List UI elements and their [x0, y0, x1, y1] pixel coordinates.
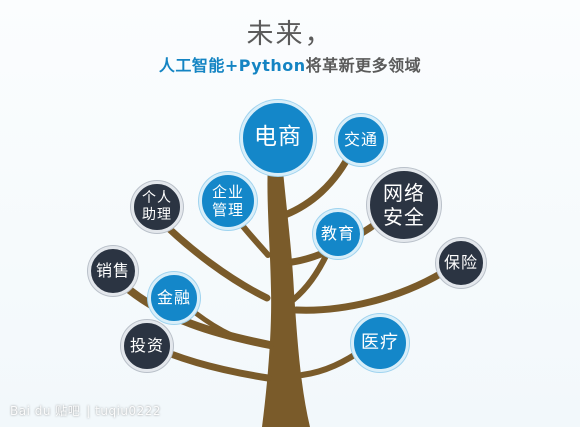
page-title: 未来，	[246, 19, 334, 50]
node-transport: 交通	[335, 114, 387, 166]
node-finance: 金融	[148, 272, 200, 324]
node-sales: 销售	[88, 246, 138, 296]
node-network-line1: 网络	[383, 181, 425, 205]
node-investment-label: 投资	[129, 336, 164, 356]
watermark-user: | tuqiu0222	[86, 404, 162, 418]
node-transport-label: 交通	[343, 130, 378, 150]
node-enterprise-line2: 管理	[211, 201, 244, 219]
node-assistant-line2: 助理	[142, 207, 172, 223]
node-assistant-line1: 个人	[142, 190, 172, 207]
node-ecommerce-label: 电商	[254, 124, 302, 151]
tree-trunk	[262, 160, 310, 427]
node-assistant-label: 个人 助理	[142, 190, 172, 224]
node-education: 教育	[313, 209, 363, 259]
node-enterprise: 企业 管理	[199, 172, 257, 230]
watermark: Bai du 贴吧 | tuqiu0222	[10, 402, 161, 419]
node-network-line2: 安全	[383, 205, 425, 229]
page-subtitle: 人工智能+Python将革新更多领域	[0, 52, 580, 76]
node-sales-label: 销售	[95, 261, 130, 281]
node-ecommerce: 电商	[240, 100, 316, 176]
watermark-brand: Bai du 贴吧	[10, 404, 81, 418]
node-insurance: 保险	[436, 238, 486, 288]
node-medical: 医疗	[351, 314, 409, 372]
node-finance-label: 金融	[156, 288, 191, 308]
node-education-label: 教育	[320, 224, 355, 244]
subtitle-rest: 将革新更多领域	[305, 56, 422, 75]
node-enterprise-label: 企业 管理	[212, 183, 244, 219]
node-insurance-label: 保险	[443, 253, 478, 273]
node-enterprise-line1: 企业	[211, 183, 244, 201]
subtitle-highlight: 人工智能+Python	[158, 56, 306, 75]
node-network-security: 网络 安全	[367, 168, 441, 242]
node-network-security-label: 网络 安全	[383, 181, 425, 229]
branch-insurance	[292, 264, 454, 314]
node-investment: 投资	[121, 320, 173, 372]
node-medical-label: 医疗	[361, 332, 399, 354]
node-assistant: 个人 助理	[131, 181, 183, 233]
